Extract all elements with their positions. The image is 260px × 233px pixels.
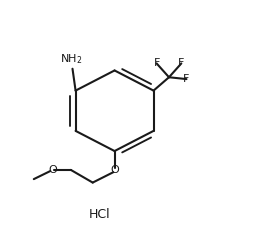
Text: F: F xyxy=(183,74,190,84)
Text: O: O xyxy=(110,165,119,175)
Text: F: F xyxy=(178,58,185,69)
Text: HCl: HCl xyxy=(88,208,110,221)
Text: F: F xyxy=(153,58,160,69)
Text: NH$_2$: NH$_2$ xyxy=(60,53,83,66)
Text: O: O xyxy=(48,165,57,175)
